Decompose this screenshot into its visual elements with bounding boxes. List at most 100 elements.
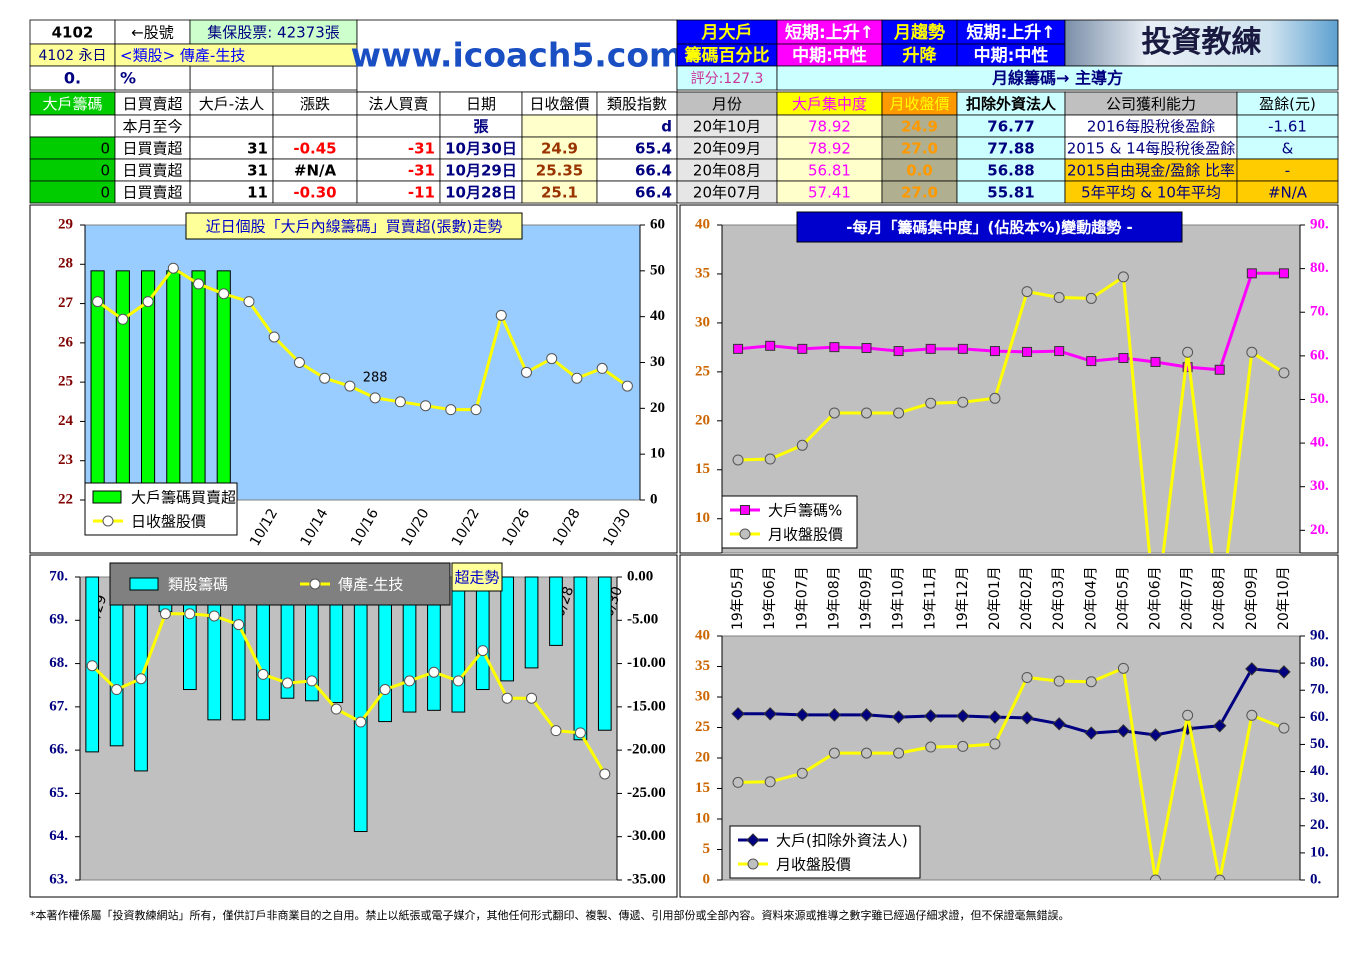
- marker: [550, 725, 562, 737]
- table-text: 55.81: [987, 184, 1034, 202]
- tick-label: 0.: [1310, 871, 1322, 887]
- plot-marks: [85, 576, 612, 833]
- marker: [167, 262, 179, 274]
- tick-label: 24: [58, 413, 74, 429]
- footer: *本著作權係屬「投資教練網站」所有，僅供訂戶非商業目的之自用。禁止以紙張或電子媒…: [30, 908, 1070, 922]
- marker: [309, 578, 321, 590]
- table-text: 20年08月: [693, 162, 761, 180]
- marker: [1117, 662, 1129, 674]
- marker: [1053, 291, 1065, 303]
- table-text: 25.1: [541, 184, 578, 202]
- marker: [281, 677, 293, 689]
- line: [96, 266, 629, 412]
- banner-text: 中期:中性: [792, 45, 867, 66]
- marker: [257, 668, 269, 680]
- table-text: #N/A: [294, 162, 337, 180]
- banner-cell: [114, 19, 191, 45]
- banner-cell: [776, 65, 1339, 91]
- tick-label: 70.: [1310, 682, 1329, 698]
- table-text: 57.41: [808, 184, 851, 202]
- table-text: -11: [408, 184, 435, 202]
- marker: [1086, 356, 1097, 367]
- table-text: 10月30日: [445, 140, 517, 158]
- banner-text: 4102: [52, 24, 94, 42]
- legend-swatch: [92, 490, 122, 504]
- marker: [546, 353, 558, 365]
- legend-label: 大戶籌碼買賣超: [131, 489, 236, 507]
- bar: [115, 270, 130, 500]
- marker: [243, 296, 255, 308]
- marker: [988, 710, 1002, 724]
- banner-cell: [676, 65, 778, 91]
- table-text: 65.4: [635, 140, 672, 158]
- marker: [925, 397, 937, 409]
- header-text: 日期: [466, 95, 496, 113]
- table-text: 77.88: [987, 140, 1034, 158]
- marker: [117, 313, 129, 325]
- banner-cell: [1064, 19, 1339, 67]
- tick-label: -30.00: [627, 828, 666, 844]
- bar: [524, 576, 539, 669]
- tick-label: 65.: [49, 785, 68, 801]
- x-tick-label: 20年09月: [1244, 566, 1260, 630]
- marker: [268, 331, 280, 343]
- marker: [86, 660, 98, 672]
- marker: [355, 716, 367, 728]
- marker: [957, 740, 969, 752]
- marker: [344, 380, 356, 392]
- legend-box: [109, 562, 451, 606]
- banner-text: 籌碼百分比: [685, 45, 770, 66]
- marker: [135, 673, 147, 685]
- marker: [740, 505, 750, 515]
- marker: [989, 738, 1001, 750]
- banner-text: 中期:中性: [974, 45, 1049, 66]
- banner-text: <類股> 傳產-生技: [120, 47, 245, 65]
- marker: [763, 707, 777, 721]
- table-text: 日買賣超: [122, 162, 182, 180]
- marker: [394, 396, 406, 408]
- table-text: 張: [473, 118, 489, 136]
- table-cell: [189, 114, 274, 138]
- marker: [470, 404, 482, 416]
- banner-text: 4102 永日: [38, 48, 106, 64]
- marker: [477, 645, 489, 657]
- table-text: 24.9: [541, 140, 578, 158]
- tick-label: 30: [695, 314, 710, 330]
- header-text: 大戶籌碼: [42, 95, 102, 113]
- table-text: 20年07月: [693, 184, 761, 202]
- marker: [796, 767, 808, 779]
- marker: [596, 362, 608, 374]
- table-cell: [1236, 180, 1339, 204]
- table-text: 本月至今: [122, 118, 182, 136]
- marker: [924, 709, 938, 723]
- marker: [732, 776, 744, 788]
- table-text: 2015自由現金/盈餘 比率: [1067, 162, 1235, 180]
- bar: [549, 576, 563, 646]
- tick-label: 25: [695, 719, 710, 735]
- tick-label: 30: [695, 688, 710, 704]
- marker: [732, 454, 744, 466]
- plot-marks: [731, 662, 1291, 880]
- tick-label: 15: [695, 780, 710, 796]
- marker: [1246, 346, 1258, 358]
- tick-label: 23: [58, 452, 73, 468]
- marker: [233, 619, 245, 631]
- table-text: 11: [247, 184, 268, 202]
- table-cell: [29, 114, 116, 138]
- tick-label: 10: [695, 510, 710, 526]
- marker: [319, 372, 331, 384]
- table-text: 27.0: [901, 184, 938, 202]
- x-tick-label: 19年09月: [859, 566, 875, 630]
- tick-label: 90.: [1310, 627, 1329, 643]
- marker: [859, 708, 874, 722]
- table-text: 日買賣超: [122, 140, 182, 158]
- marker: [1085, 292, 1097, 304]
- header-text: 漲跌: [300, 95, 330, 113]
- x-tick-label: 20年06月: [1148, 566, 1164, 630]
- marker: [379, 684, 391, 696]
- marker: [747, 858, 759, 870]
- marker: [92, 296, 104, 308]
- marker: [828, 407, 840, 419]
- bar: [90, 270, 105, 500]
- tick-label: 40: [695, 627, 710, 643]
